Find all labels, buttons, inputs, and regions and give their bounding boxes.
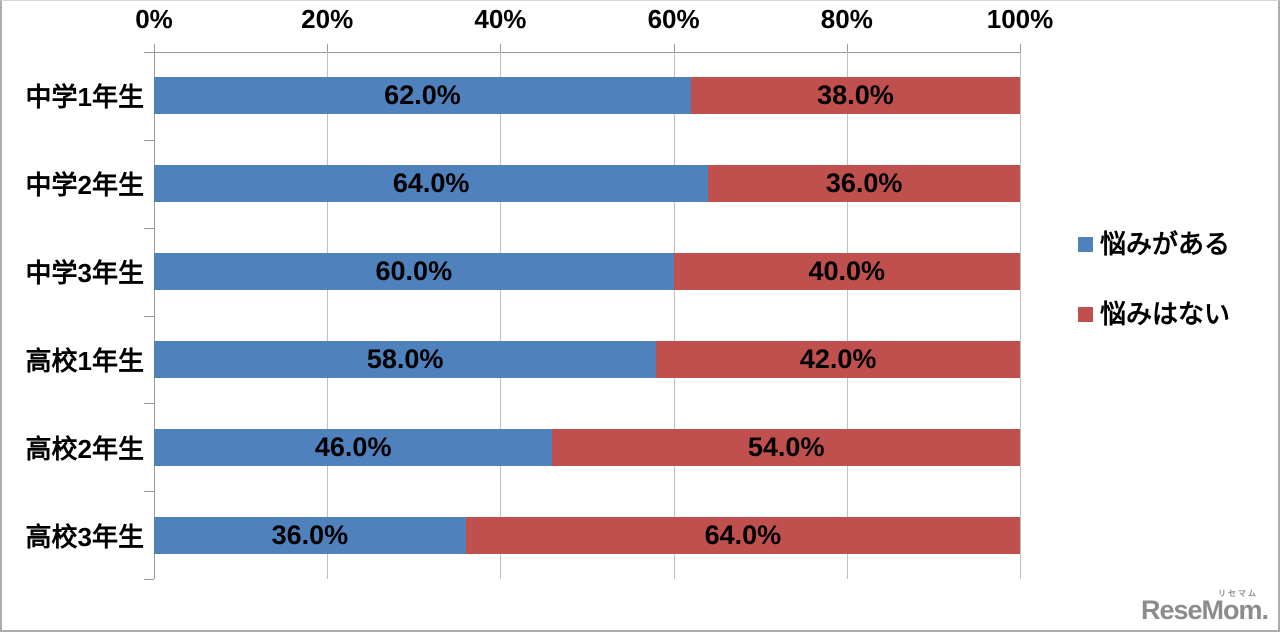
bar-row: 62.0% 38.0%	[154, 77, 1020, 115]
value-axis-tick	[1020, 44, 1021, 52]
x-axis-tick-label: 60%	[647, 4, 700, 34]
x-axis-tick-label: 20%	[301, 4, 354, 34]
bar-segment-no-worries: 42.0%	[656, 340, 1020, 378]
x-axis-tick-label: 0%	[135, 4, 173, 34]
category-label: 中学2年生	[25, 170, 144, 201]
legend-item-no-worries: 悩みはない	[1078, 300, 1230, 328]
category-axis-line	[154, 52, 155, 579]
category-axis-tick	[144, 491, 154, 493]
category-label: 高校1年生	[25, 345, 144, 376]
gridline	[500, 52, 502, 579]
bar-segment-has-worries: 58.0%	[154, 340, 657, 378]
watermark-ruby-text: リセマム	[1218, 589, 1258, 598]
bar-segment-data-label: 62.0%	[384, 80, 461, 111]
value-axis-tick	[673, 44, 675, 52]
legend: 悩みがある悩みはない	[1078, 230, 1230, 370]
x-axis-tick-label: 80%	[820, 4, 873, 34]
category-label: 高校3年生	[25, 521, 144, 552]
x-axis-tick-label: 40%	[474, 4, 527, 34]
bar-segment-data-label: 36.0%	[271, 519, 349, 550]
bar-segment-no-worries: 38.0%	[690, 77, 1020, 115]
watermark-logo: リセマム ReseMom.	[1140, 589, 1269, 625]
bar-row: 58.0% 42.0%	[154, 340, 1020, 378]
bar-segment-data-label: 40.0%	[808, 256, 886, 287]
x-axis-tick-label: 100%	[986, 4, 1054, 34]
bar-segment-has-worries: 36.0%	[154, 516, 466, 554]
bar-row: 46.0% 54.0%	[154, 428, 1020, 466]
bar-segment-has-worries: 64.0%	[154, 165, 709, 203]
bar-segment-has-worries: 46.0%	[154, 428, 553, 466]
legend-item-has-worries: 悩みがある	[1078, 230, 1230, 258]
bar-segment-data-label: 36.0%	[825, 168, 903, 199]
gridline	[846, 52, 848, 579]
bar-segment-data-label: 64.0%	[392, 168, 470, 199]
bar-segment-has-worries: 60.0%	[154, 253, 674, 291]
bar-segment-data-label: 60.0%	[375, 256, 453, 287]
gridline	[673, 52, 675, 579]
category-axis-tick	[144, 139, 154, 141]
bar-row: 60.0% 40.0%	[154, 253, 1020, 291]
plot-area: 62.0% 38.0% 64.0% 36.0% 60.0% 40.0% 58.0% 42.0%…	[154, 52, 1021, 579]
legend-swatch-icon	[1078, 236, 1093, 252]
category-label: 中学3年生	[25, 258, 144, 289]
gridline	[1020, 52, 1021, 579]
value-axis-tick	[846, 44, 848, 52]
value-axis-tick	[327, 44, 329, 52]
legend-item-label: 悩みはない	[1100, 299, 1231, 329]
bar-segment-data-label: 42.0%	[799, 343, 877, 374]
category-axis-tick	[144, 52, 154, 53]
legend-item-label: 悩みがある	[1100, 229, 1231, 259]
category-label: 中学1年生	[25, 82, 144, 113]
value-axis-line	[154, 52, 1020, 53]
bar-segment-has-worries: 62.0%	[154, 77, 691, 115]
bar-segment-data-label: 58.0%	[366, 343, 444, 374]
category-axis-tick	[144, 403, 154, 405]
bar-segment-data-label: 38.0%	[817, 80, 894, 111]
bar-segment-no-worries: 36.0%	[708, 165, 1020, 203]
bar-segment-no-worries: 40.0%	[673, 253, 1020, 291]
bar-segment-data-label: 46.0%	[314, 431, 392, 462]
value-axis-tick	[154, 44, 155, 52]
category-axis-tick	[144, 227, 154, 229]
legend-swatch-icon	[1078, 306, 1093, 322]
bar-segment-data-label: 54.0%	[747, 431, 825, 462]
bar-row: 36.0% 64.0%	[154, 516, 1020, 554]
category-label: 高校2年生	[25, 433, 144, 464]
bar-segment-no-worries: 64.0%	[465, 516, 1020, 554]
category-axis-tick	[144, 315, 154, 317]
bar-row: 64.0% 36.0%	[154, 165, 1020, 203]
gridline	[327, 52, 329, 579]
bar-segment-data-label: 64.0%	[704, 519, 782, 550]
watermark-text: ReseMom.	[1140, 595, 1269, 625]
value-axis-tick	[500, 44, 502, 52]
bar-segment-no-worries: 54.0%	[552, 428, 1020, 466]
category-axis-tick	[144, 579, 154, 580]
